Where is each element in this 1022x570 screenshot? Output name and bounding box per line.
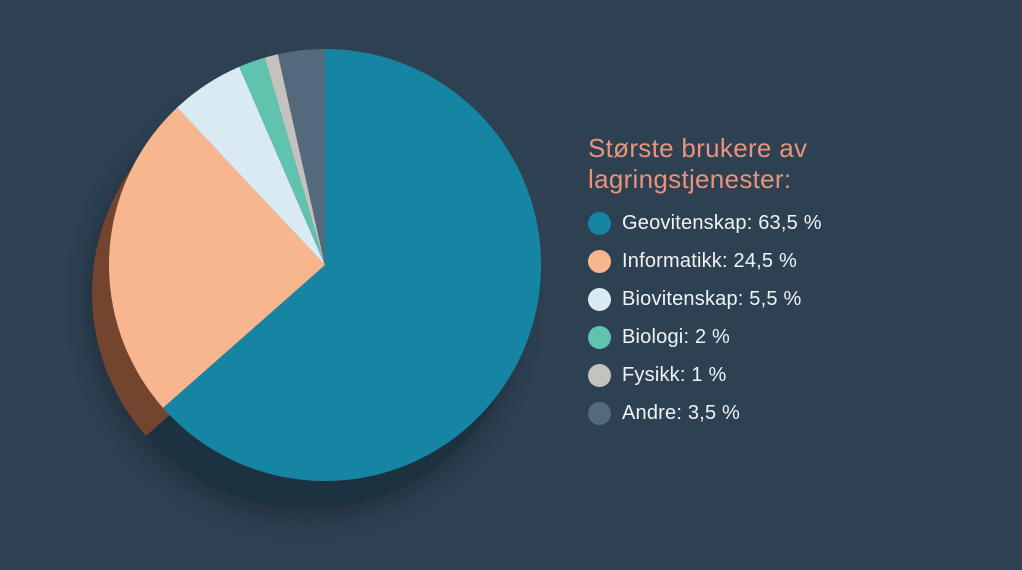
- pie-slice-geovitenskap: [162, 49, 542, 482]
- legend-item: Biovitenskap: 5,5 %: [588, 280, 888, 318]
- legend-item: Geovitenskap: 63,5 %: [588, 204, 888, 242]
- legend-swatch-andre: [588, 401, 611, 425]
- pie-slices: [109, 49, 542, 482]
- legend-label: Fysikk: 1 %: [622, 363, 727, 386]
- legend-swatch-informatikk: [588, 249, 611, 273]
- legend-swatch-biologi: [588, 325, 611, 349]
- legend-label: Biologi: 2 %: [622, 325, 731, 348]
- legend-rows: Geovitenskap: 63,5 % Informatikk: 24,5 %…: [588, 204, 888, 432]
- legend-label: Informatikk: 24,5 %: [622, 249, 797, 272]
- legend-label: Andre: 3,5 %: [622, 401, 741, 424]
- pie-slice-biologi: [239, 57, 325, 265]
- legend-swatch-fysikk: [588, 363, 611, 387]
- legend-item: Informatikk: 24,5 %: [588, 242, 888, 280]
- legend-item: Biologi: 2 %: [588, 318, 888, 356]
- legend-item: Andre: 3,5 %: [588, 394, 888, 432]
- legend-swatch-biovitenskap: [588, 287, 611, 311]
- legend: Største brukere av lagringstjenester: Ge…: [588, 133, 888, 432]
- legend-item: Fysikk: 1 %: [588, 356, 888, 394]
- pie-slice-andre: [277, 49, 325, 265]
- legend-swatch-geovitenskap: [588, 211, 611, 235]
- legend-title: Største brukere av lagringstjenester:: [588, 133, 808, 194]
- pie-slice-fysikk: [264, 54, 325, 266]
- pie-slice-biovitenskap: [177, 66, 325, 266]
- legend-label: Biovitenskap: 5,5 %: [622, 287, 802, 310]
- pie-slice-informatikk: [109, 107, 325, 408]
- legend-label: Geovitenskap: 63,5 %: [622, 211, 822, 234]
